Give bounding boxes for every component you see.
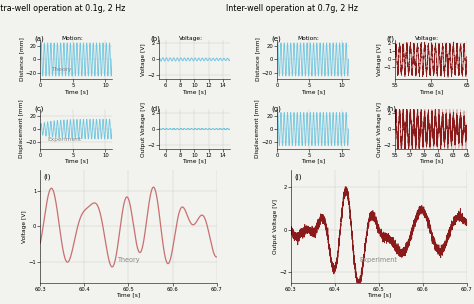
X-axis label: Time [s]: Time [s] — [366, 292, 391, 297]
X-axis label: Time [s]: Time [s] — [64, 89, 88, 94]
Text: (c): (c) — [35, 105, 44, 112]
Y-axis label: Output Voltage [V]: Output Voltage [V] — [273, 199, 278, 254]
Text: Experiment: Experiment — [360, 257, 398, 264]
X-axis label: Time [s]: Time [s] — [182, 159, 207, 164]
Text: (e): (e) — [271, 36, 281, 42]
Text: (j): (j) — [294, 174, 301, 180]
Y-axis label: Output Voltage [V]: Output Voltage [V] — [141, 102, 146, 157]
Text: (g): (g) — [271, 105, 281, 112]
Text: Motion:: Motion: — [297, 36, 319, 40]
Text: (i): (i) — [44, 174, 51, 180]
X-axis label: Time [s]: Time [s] — [116, 292, 141, 297]
Text: Theory: Theory — [51, 67, 72, 72]
Text: Voltage:: Voltage: — [179, 36, 203, 40]
Text: (b): (b) — [150, 36, 160, 42]
Text: Experiment: Experiment — [47, 137, 82, 142]
Text: (h): (h) — [387, 105, 397, 112]
X-axis label: Time [s]: Time [s] — [64, 159, 88, 164]
Text: Intra-well operation at 0.1g, 2 Hz: Intra-well operation at 0.1g, 2 Hz — [0, 4, 126, 13]
X-axis label: Time [s]: Time [s] — [182, 89, 207, 94]
Y-axis label: Voltage [V]: Voltage [V] — [377, 43, 382, 76]
X-axis label: Time [s]: Time [s] — [301, 89, 325, 94]
Y-axis label: Voltage [V]: Voltage [V] — [22, 210, 27, 243]
Text: Motion:: Motion: — [62, 36, 84, 40]
Text: Voltage:: Voltage: — [415, 36, 439, 40]
Text: Theory: Theory — [117, 257, 140, 264]
X-axis label: Time [s]: Time [s] — [419, 159, 443, 164]
Text: (a): (a) — [35, 36, 44, 42]
Text: Inter-well operation at 0.7g, 2 Hz: Inter-well operation at 0.7g, 2 Hz — [226, 4, 357, 13]
Text: (f): (f) — [387, 36, 394, 42]
Y-axis label: Distance [mm]: Distance [mm] — [255, 37, 261, 81]
Y-axis label: Displacement [mm]: Displacement [mm] — [255, 100, 261, 158]
X-axis label: Time [s]: Time [s] — [301, 159, 325, 164]
Y-axis label: Distance [mm]: Distance [mm] — [19, 37, 24, 81]
Y-axis label: Displacement [mm]: Displacement [mm] — [19, 100, 24, 158]
Text: (d): (d) — [150, 105, 160, 112]
X-axis label: Time [s]: Time [s] — [419, 89, 443, 94]
Y-axis label: Output Voltage [V]: Output Voltage [V] — [377, 102, 382, 157]
Y-axis label: Voltage [V]: Voltage [V] — [141, 43, 146, 76]
